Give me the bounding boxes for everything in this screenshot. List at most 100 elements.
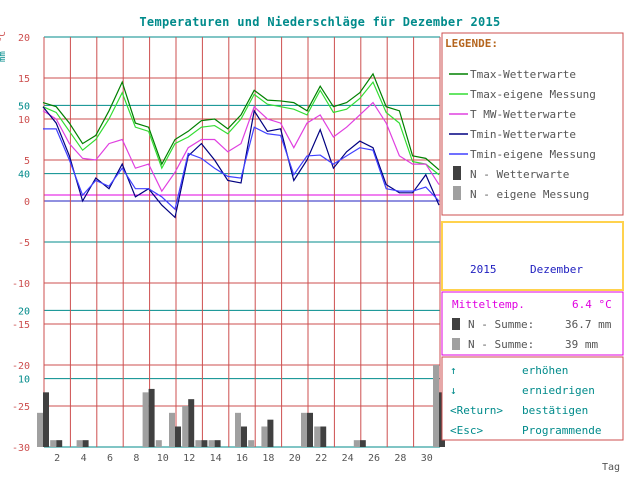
precip-bar — [56, 440, 63, 447]
precip-unit-label: mm — [0, 51, 8, 62]
x-tick-label: 26 — [368, 453, 380, 464]
temp-tick-label: -10 — [12, 279, 30, 290]
precip-tick-label: 40 — [18, 170, 30, 181]
key-hint: <Return> — [450, 404, 503, 417]
x-tick-label: 12 — [183, 453, 195, 464]
legend-label: Tmax-eigene Messung — [470, 88, 596, 101]
legend-label: N - eigene Messung — [470, 188, 589, 201]
legend-heading: LEGENDE: — [445, 37, 498, 50]
precip-bar — [195, 440, 202, 447]
precip-bar — [241, 426, 247, 447]
series-line — [42, 72, 440, 171]
key-hint: ↑ — [450, 364, 457, 377]
temp-tick-label: -30 — [12, 443, 30, 454]
legend-label: Tmin-Wetterwarte — [470, 128, 576, 141]
precip-bar — [169, 412, 175, 447]
sum1-value: 36.7 mm — [565, 318, 612, 331]
x-tick-label: 2 — [54, 453, 60, 464]
date-month: Dezember — [530, 263, 583, 276]
legend-swatch — [453, 166, 461, 180]
x-tick-label: 18 — [262, 453, 274, 464]
x-tick-label: 30 — [421, 453, 433, 464]
x-axis-label: Tag — [602, 462, 620, 473]
precip-bar — [353, 440, 360, 447]
temp-tick-label: -25 — [12, 402, 30, 413]
legend-label: Tmin-eigene Messung — [470, 148, 596, 161]
precip-bar — [188, 399, 195, 447]
key-hint: ↓ — [450, 384, 457, 397]
temperature-lines — [42, 72, 440, 219]
temp-tick-label: 20 — [18, 33, 30, 44]
precip-tick-label: 20 — [18, 306, 30, 317]
precip-bar — [320, 426, 327, 447]
legend-swatch — [453, 186, 461, 200]
mean-temp-value: 6.4 °C — [572, 298, 612, 311]
key-hint: <Esc> — [450, 424, 483, 437]
series-line — [42, 106, 440, 219]
legend-label: T MW-Wetterwarte — [470, 108, 576, 121]
sum1-swatch — [452, 318, 460, 330]
series-line — [42, 101, 440, 193]
chart-title: Temperaturen und Niederschläge für Dezem… — [139, 15, 501, 29]
sum2-value: 39 mm — [565, 338, 598, 351]
temp-tick-label: 5 — [24, 156, 30, 167]
temp-tick-label: 10 — [18, 115, 30, 126]
temp-tick-label: 15 — [18, 74, 30, 85]
x-tick-label: 16 — [236, 453, 248, 464]
precip-bar — [261, 426, 268, 447]
key-action: erhöhen — [522, 364, 568, 377]
key-box: ↑ erhöhen ↓ erniedrigen <Return> bestätigen <E… — [441, 356, 624, 441]
key-action: Programmende — [522, 424, 601, 437]
precip-bar — [37, 412, 43, 447]
legend-label: N - Wetterwarte — [470, 168, 569, 181]
series-line — [42, 80, 440, 176]
precip-bar — [214, 440, 221, 447]
precip-bar — [148, 388, 155, 447]
precip-bar — [267, 419, 274, 447]
temp-tick-label: -5 — [18, 238, 30, 249]
temp-unit-label: °C — [0, 31, 8, 42]
precip-bar — [235, 412, 241, 447]
sum1-label: N - Summe: — [468, 318, 534, 331]
x-tick-label: 22 — [315, 453, 327, 464]
key-action: erniedrigen — [522, 384, 595, 397]
mean-temp-label: Mitteltemp. — [452, 298, 525, 311]
precip-tick-label: 50 — [18, 101, 30, 112]
precip-bar — [82, 440, 89, 447]
stats-box: Mitteltemp. 6.4 °C N - Summe: 36.7 mm N … — [441, 291, 624, 356]
x-tick-label: 24 — [342, 453, 354, 464]
x-tick-label: 14 — [210, 453, 222, 464]
precip-bar — [175, 426, 181, 447]
precip-bar — [201, 440, 208, 447]
precip-bar — [208, 440, 215, 447]
sum2-label: N - Summe: — [468, 338, 534, 351]
legend-label: Tmax-Wetterwarte — [470, 68, 576, 81]
date-box: 2015 Dezember — [441, 221, 624, 291]
legend-panel: LEGENDE: Tmax-Wetterwarte Tmax-eigene Mes… — [441, 32, 624, 216]
grid-vertical — [43, 37, 441, 447]
x-tick-label: 4 — [81, 453, 87, 464]
precip-bar — [314, 426, 321, 447]
precip-bar — [433, 365, 439, 447]
temp-tick-label: -20 — [12, 361, 30, 372]
precip-bar — [301, 412, 307, 447]
sum2-swatch — [452, 338, 460, 350]
x-tick-label: 6 — [107, 453, 113, 464]
precip-bar — [182, 406, 189, 447]
date-year: 2015 — [470, 263, 497, 276]
precip-bar — [307, 412, 313, 447]
x-tick-label: 8 — [133, 453, 139, 464]
temp-tick-label: -15 — [12, 320, 30, 331]
precip-tick-label: 10 — [18, 375, 30, 386]
x-tick-label: 20 — [289, 453, 301, 464]
x-tick-label: 28 — [394, 453, 406, 464]
precip-bar — [155, 440, 162, 447]
precip-bar — [50, 440, 57, 447]
x-tick-label: 10 — [157, 453, 169, 464]
precip-bar — [76, 440, 83, 447]
series-line — [43, 126, 440, 211]
grid-horizontal — [44, 36, 440, 448]
key-action: bestätigen — [522, 404, 588, 417]
